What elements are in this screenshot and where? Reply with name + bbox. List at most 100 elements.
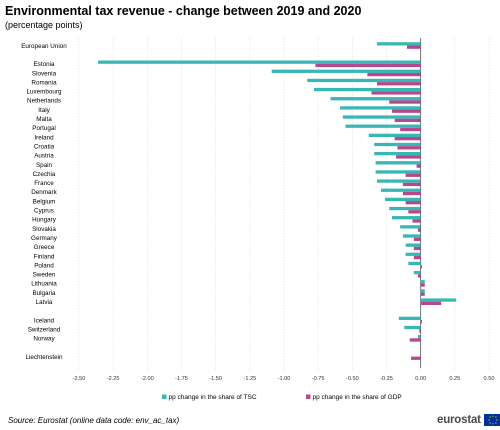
chart-subtitle: (percentage points) (5, 20, 83, 30)
category-label: Bulgaria (32, 290, 56, 297)
bar-gdp (419, 329, 421, 333)
x-tick-label: -2.25 (107, 376, 120, 382)
bar-gdp (417, 228, 421, 232)
bar-tsc (405, 243, 421, 247)
bar-tsc (402, 234, 421, 238)
category-label: Czechia (33, 171, 56, 178)
bar-tsc (340, 106, 421, 110)
bar-tsc (385, 197, 421, 202)
bar-tsc (391, 216, 421, 220)
bar-gdp (413, 246, 421, 251)
bar-gdp (394, 137, 421, 141)
category-label: Slovenia (32, 70, 57, 77)
bar-gdp (420, 283, 425, 287)
category-label: Denmark (31, 189, 57, 196)
category-label: European Union (21, 43, 67, 50)
bar-gdp (407, 45, 421, 49)
bar-tsc (400, 225, 421, 229)
legend-swatch (306, 394, 311, 399)
bar-tsc (98, 60, 421, 64)
category-label: Hungary (32, 217, 57, 224)
bar-gdp (396, 155, 421, 159)
bar-tsc (374, 142, 421, 147)
category-label: Austria (34, 153, 54, 160)
category-label: Netherlands (27, 98, 61, 105)
x-tick-label: -1.50 (209, 376, 222, 382)
bar-gdp (367, 72, 421, 77)
bar-gdp (417, 274, 421, 278)
bar-tsc (376, 42, 421, 46)
category-label: Malta (36, 116, 52, 123)
bar-gdp (411, 356, 421, 360)
category-label: Latvia (36, 299, 53, 306)
bar-tsc (420, 289, 425, 293)
category-label: Finland (34, 253, 55, 260)
category-label: Luxembourg (26, 89, 62, 96)
category-label: Romania (31, 79, 57, 86)
bar-tsc (417, 335, 421, 339)
category-label: Portugal (32, 125, 55, 132)
category-label: Italy (38, 107, 50, 114)
bar-gdp (409, 338, 421, 342)
category-label: Lithuania (31, 281, 57, 288)
bar-gdp (400, 127, 421, 132)
bar-tsc (398, 316, 421, 320)
eu-flag-icon (483, 414, 500, 426)
bar-gdp (420, 265, 423, 269)
bar-tsc (420, 280, 425, 284)
bar-gdp (371, 91, 421, 95)
bar-tsc (404, 325, 421, 330)
bar-gdp (420, 301, 442, 305)
bar-gdp (413, 255, 421, 260)
bar-gdp (405, 173, 421, 177)
bar-tsc (368, 133, 421, 137)
bar-tsc (405, 252, 421, 256)
bar-tsc (408, 261, 421, 266)
category-label: Belgium (33, 198, 56, 205)
bar-gdp (376, 82, 421, 86)
bar-tsc (374, 152, 421, 156)
x-tick-label: -1.00 (278, 376, 291, 382)
category-label: Estonia (33, 61, 55, 68)
bar-gdp (389, 100, 421, 104)
category-label: Sweden (33, 272, 56, 279)
bar-gdp (416, 164, 421, 168)
bar-gdp (420, 292, 425, 296)
bar-gdp (397, 146, 421, 150)
x-tick-label: -0.75 (312, 376, 325, 382)
category-label: Germany (31, 235, 58, 242)
x-tick-label: -1.25 (243, 376, 256, 382)
x-tick-label: 0.25 (449, 376, 460, 382)
category-label: Cyprus (34, 208, 54, 215)
bar-gdp (402, 191, 421, 196)
category-label: Liechtenstein (25, 354, 63, 361)
eurostat-logo: eurostat (437, 413, 500, 427)
bar-tsc (330, 97, 421, 101)
bar-tsc (314, 87, 421, 92)
bar-tsc (413, 270, 421, 275)
bar-gdp (402, 182, 421, 187)
bar-tsc (389, 206, 421, 211)
bar-gdp (408, 210, 421, 214)
x-tick-label: 0.50 (484, 376, 495, 382)
bar-tsc (342, 115, 421, 119)
x-tick-label: -2.50 (73, 376, 86, 382)
legend-label: pp change in the share of TSC (169, 394, 257, 401)
bar-tsc (345, 124, 421, 128)
source-note: Source: Eurostat (online data code: env_… (8, 416, 180, 425)
category-label: Ireland (34, 134, 54, 141)
bar-gdp (420, 320, 423, 324)
category-label: Greece (34, 244, 55, 251)
bar-gdp (405, 201, 421, 205)
category-label: France (34, 180, 54, 187)
category-label: Slovakia (32, 226, 56, 233)
x-tick-label: 0.00 (415, 376, 426, 382)
bar-gdp (391, 109, 421, 113)
bar-tsc (376, 179, 421, 183)
bar-tsc (420, 298, 457, 302)
bar-tsc (307, 78, 421, 83)
logo-text: eurostat (437, 414, 481, 426)
category-label: Iceland (34, 317, 55, 324)
legend-label: pp change in the share of GDP (313, 394, 402, 401)
